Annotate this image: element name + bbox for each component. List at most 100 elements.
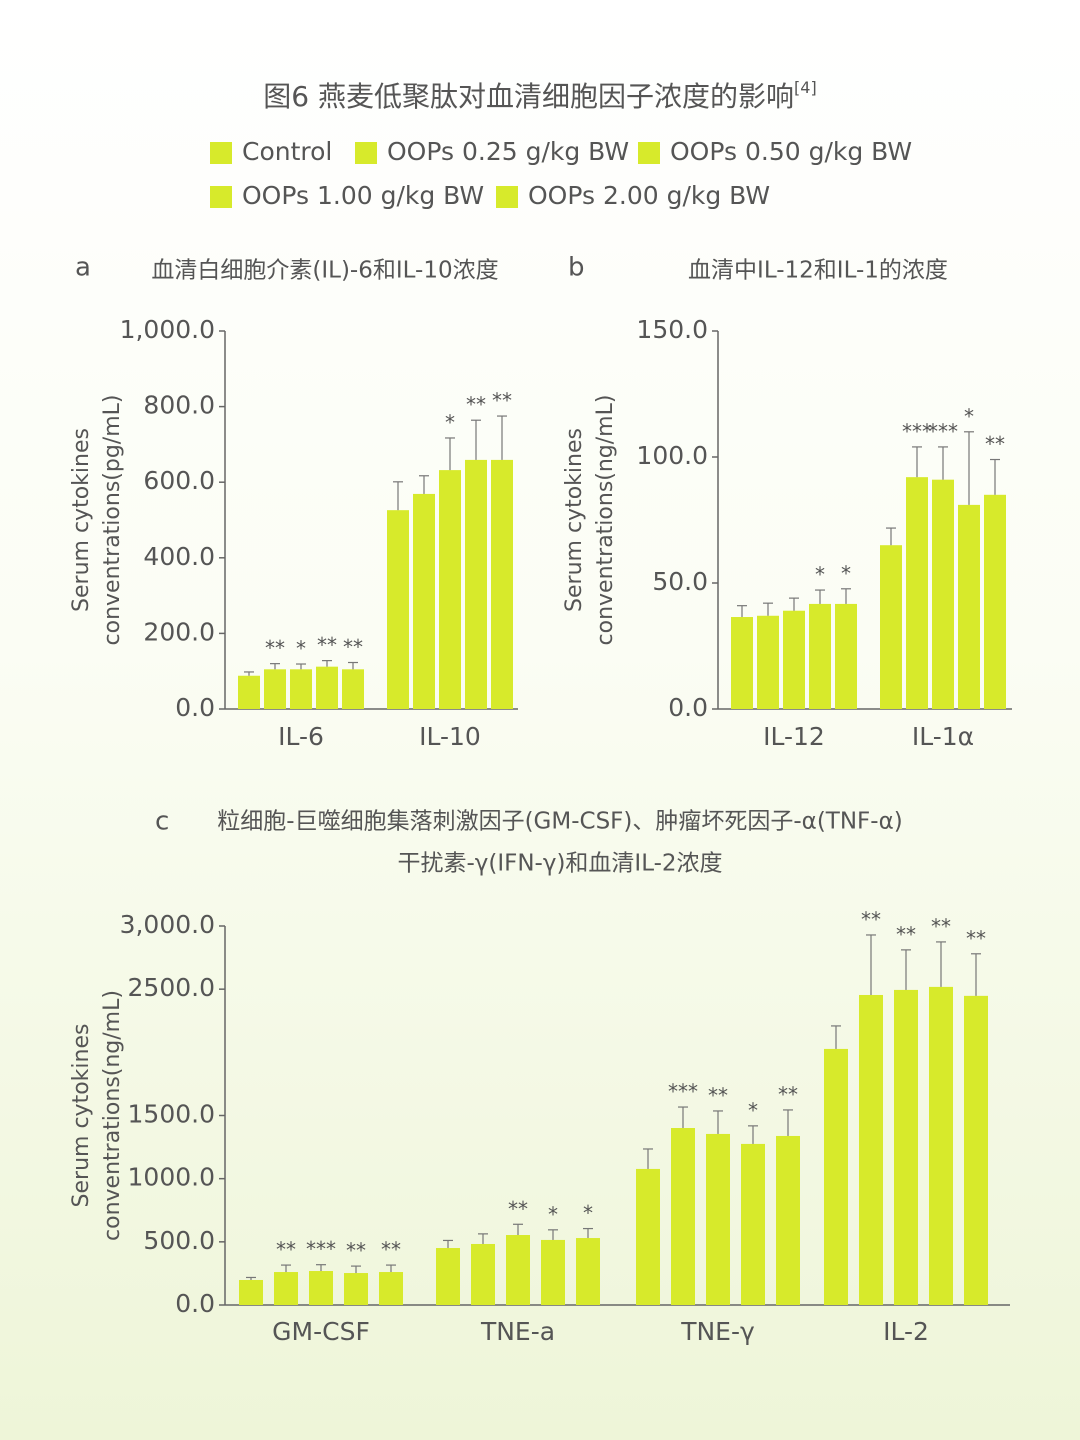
significance-mark: * [815,563,825,587]
bar [541,1239,565,1305]
significance-mark: *** [902,419,932,443]
chart-title: 血清白细胞介素(IL)-6和IL-10浓度 [151,258,498,284]
x-tick-label: IL-12 [763,722,825,751]
bar [964,995,988,1305]
significance-mark: * [548,1202,558,1226]
bar [906,477,928,709]
legend-label: OOPs 0.25 g/kg BW [387,137,629,166]
bar [824,1048,848,1305]
bar [741,1143,765,1305]
bar [439,470,461,709]
y-tick-label: 0.0 [175,693,215,722]
x-tick-label: GM-CSF [272,1317,370,1346]
y-axis-label: conventrations(ng/mL) [593,395,618,646]
x-tick-label: IL-10 [419,722,481,751]
significance-mark: *** [928,419,958,443]
bar [413,493,435,709]
chart-title: 干扰素-γ(IFN-γ)和血清IL-2浓度 [397,851,722,877]
y-tick-label: 1000.0 [128,1163,215,1192]
y-axis-label: conventrations(pg/mL) [100,395,125,646]
significance-mark: * [296,637,306,661]
legend-swatch [210,186,232,208]
y-tick-label: 600.0 [143,466,215,495]
significance-mark: ** [966,926,986,950]
significance-mark: ** [985,432,1005,456]
bar [344,1273,368,1305]
bar [671,1128,695,1305]
bar [731,617,753,709]
y-axis-label: conventrations(ng/mL) [100,990,125,1241]
bar [880,545,902,709]
bar [379,1272,403,1305]
chart-title: 血清中IL-12和IL-1的浓度 [688,258,948,284]
panel-label: b [568,253,585,283]
y-tick-label: 150.0 [636,315,708,344]
y-tick-label: 3,000.0 [120,910,215,939]
bar [929,986,953,1305]
bar [757,615,779,709]
significance-mark: ** [317,633,337,657]
legend-label: Control [242,137,332,166]
significance-mark: ** [861,907,881,931]
significance-mark: ** [343,635,363,659]
significance-mark: * [445,410,455,434]
bar [387,510,409,709]
bar [576,1238,600,1305]
panel-label: a [75,253,91,283]
bar [342,669,364,709]
significance-mark: *** [668,1080,698,1104]
bar [309,1271,333,1305]
significance-mark: ** [708,1083,728,1107]
bar [316,666,338,709]
title-text: 图6 燕麦低聚肽对血清细胞因子浓度的影响 [263,80,794,113]
legend-label: OOPs 2.00 g/kg BW [528,181,770,210]
y-tick-label: 0.0 [668,693,708,722]
y-tick-label: 400.0 [143,542,215,571]
y-tick-label: 500.0 [143,1226,215,1255]
bar [783,610,805,709]
figure-title: 图6 燕麦低聚肽对血清细胞因子浓度的影响[4] [263,78,816,114]
x-tick-label: IL-2 [883,1317,929,1346]
bar [984,494,1006,709]
bar [506,1235,530,1305]
y-tick-label: 800.0 [143,391,215,420]
x-tick-label: IL-1α [912,722,974,751]
bar [932,479,954,709]
bar [465,459,487,709]
significance-mark: ** [346,1239,366,1263]
significance-mark: ** [265,636,285,660]
bar [706,1133,730,1305]
bar [239,1279,263,1305]
legend-swatch [496,186,518,208]
title-ref: [4] [794,78,817,97]
x-tick-label: TNE-γ [680,1317,755,1346]
y-tick-label: 1500.0 [128,1100,215,1129]
legend-label: OOPs 1.00 g/kg BW [242,181,484,210]
chart-title: 粒细胞-巨噬细胞集落刺激因子(GM-CSF)、肿瘤坏死因子-α(TNF-α) [217,809,902,835]
y-axis-label: Serum cytokines [562,428,587,612]
y-axis-label: Serum cytokines [69,1024,94,1208]
significance-mark: * [748,1098,758,1122]
y-tick-label: 50.0 [652,567,708,596]
y-tick-label: 100.0 [636,441,708,470]
significance-mark: *** [306,1237,336,1261]
significance-mark: ** [381,1238,401,1262]
y-tick-label: 200.0 [143,617,215,646]
bar [894,989,918,1305]
bar [290,669,312,709]
significance-mark: ** [508,1197,528,1221]
bar [958,504,980,709]
bar [835,603,857,709]
y-tick-label: 2500.0 [128,973,215,1002]
significance-mark: ** [492,389,512,413]
y-tick-label: 1,000.0 [120,315,215,344]
legend-swatch [210,142,232,164]
panel-label: c [155,807,169,837]
bar [471,1243,495,1305]
significance-mark: * [841,561,851,585]
significance-mark: ** [931,914,951,938]
significance-mark: * [583,1201,593,1225]
y-tick-label: 0.0 [175,1289,215,1318]
bar [809,603,831,709]
